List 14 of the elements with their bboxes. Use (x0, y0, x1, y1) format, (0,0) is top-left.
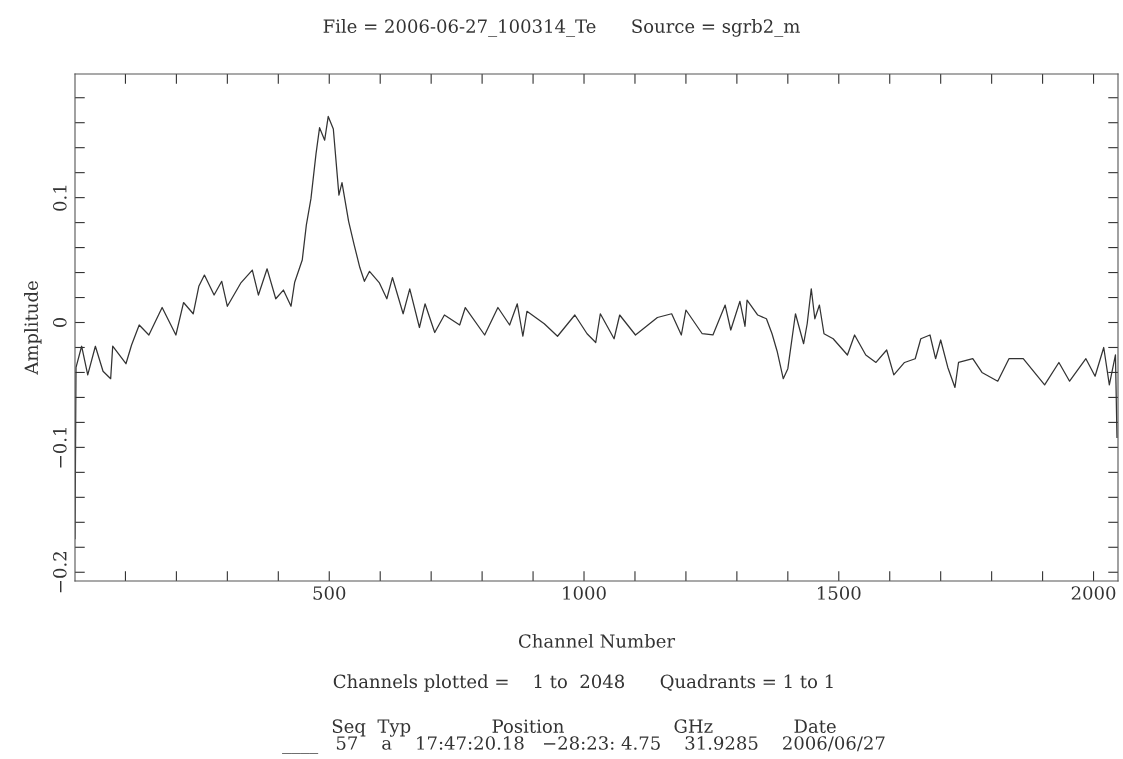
text: Seq Typ Position GHz Date (332, 719, 836, 737)
y-tick-label: 0 (52, 317, 67, 328)
chart-title: File = 2006-06-27_100314_Te Source = sgrb2_m (323, 19, 800, 37)
y-tick-label: −0.1 (52, 428, 67, 468)
text: ____ 57 a 17:47:20.18 −28:23: 4.75 31.9285 2006/06/27 (282, 736, 885, 754)
y-tick-label: −0.2 (52, 552, 67, 593)
text: Channels plotted = 1 to 2048 Quadrants = 1 to 1 (333, 674, 833, 692)
y-tick-label: 0.1 (52, 185, 67, 211)
y-axis-title: Amplitude (24, 281, 42, 375)
x-tick-label: 2000 (1071, 586, 1116, 600)
x-tick-label: 1000 (563, 586, 606, 600)
x-tick-label: 1500 (818, 586, 861, 600)
x-tick-label: 500 (313, 586, 346, 600)
x-axis-title: Channel Number (518, 633, 676, 648)
